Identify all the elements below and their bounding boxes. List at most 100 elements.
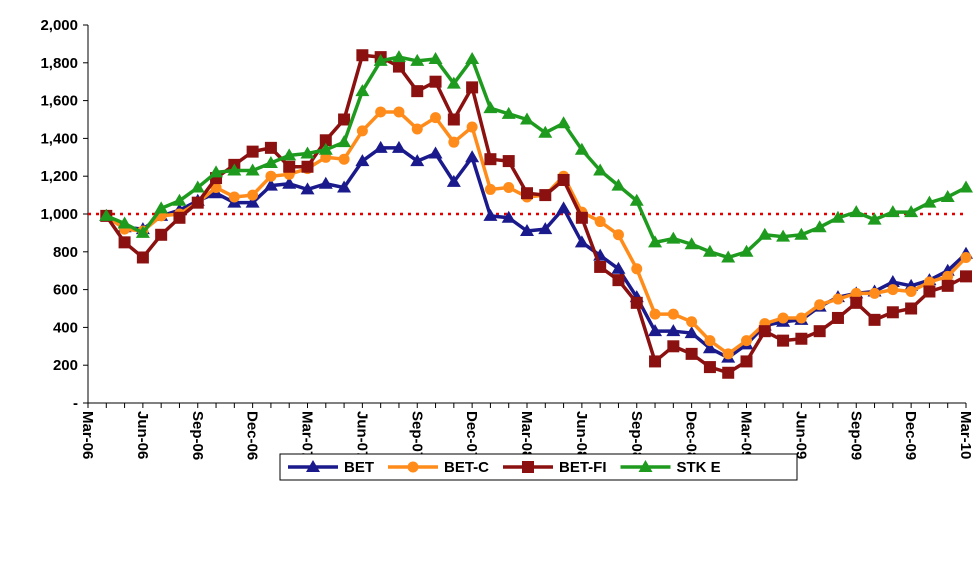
marker bbox=[923, 285, 936, 298]
marker bbox=[631, 263, 643, 275]
marker bbox=[446, 76, 461, 89]
marker bbox=[429, 75, 442, 88]
marker bbox=[538, 125, 553, 138]
marker bbox=[795, 332, 808, 345]
marker bbox=[849, 205, 864, 218]
series-line bbox=[105, 146, 968, 360]
marker bbox=[850, 296, 863, 309]
marker bbox=[337, 180, 352, 193]
marker bbox=[684, 237, 699, 250]
marker bbox=[667, 340, 680, 353]
marker bbox=[638, 460, 653, 472]
marker bbox=[960, 270, 972, 283]
marker bbox=[356, 49, 369, 62]
x-tick-label: Mar-06 bbox=[79, 411, 96, 459]
marker bbox=[629, 193, 644, 206]
marker bbox=[831, 311, 844, 324]
marker bbox=[814, 299, 826, 311]
marker bbox=[868, 313, 881, 326]
marker bbox=[319, 134, 332, 147]
marker bbox=[905, 302, 918, 315]
marker bbox=[228, 191, 240, 203]
marker bbox=[283, 160, 296, 173]
y-tick-label: 1,400 bbox=[40, 130, 78, 147]
x-tick-label: Jun-08 bbox=[573, 411, 590, 459]
marker bbox=[648, 324, 663, 337]
marker bbox=[867, 212, 882, 225]
series-line bbox=[105, 55, 967, 260]
marker bbox=[411, 123, 423, 135]
legend-label: BET bbox=[344, 459, 374, 476]
marker bbox=[794, 227, 809, 240]
x-tick-label: Mar-09 bbox=[738, 411, 755, 459]
x-tick-label: Sep-09 bbox=[847, 411, 864, 460]
marker bbox=[407, 461, 419, 473]
marker bbox=[191, 196, 204, 209]
marker bbox=[282, 148, 297, 161]
marker bbox=[501, 106, 516, 119]
marker bbox=[99, 208, 114, 221]
marker bbox=[942, 270, 954, 282]
marker bbox=[210, 182, 222, 194]
marker bbox=[227, 163, 242, 176]
marker bbox=[338, 153, 350, 165]
x-tick-label: Mar-10 bbox=[957, 411, 974, 459]
marker bbox=[740, 355, 753, 368]
marker bbox=[391, 50, 406, 63]
legend-label: BET-FI bbox=[559, 459, 607, 476]
series bbox=[99, 50, 973, 263]
marker bbox=[246, 145, 259, 158]
y-tick-label: 600 bbox=[53, 282, 78, 299]
marker bbox=[905, 285, 917, 297]
marker bbox=[155, 228, 168, 241]
marker bbox=[812, 220, 827, 233]
y-tick-label: 1,600 bbox=[40, 93, 78, 110]
marker bbox=[428, 52, 443, 65]
marker bbox=[520, 112, 534, 125]
marker bbox=[556, 116, 571, 129]
marker bbox=[446, 174, 461, 187]
x-tick-label: Mar-07 bbox=[299, 411, 316, 459]
x-tick-label: Dec-06 bbox=[244, 411, 261, 460]
marker bbox=[611, 178, 626, 191]
marker bbox=[484, 153, 497, 166]
marker bbox=[520, 224, 534, 237]
marker bbox=[777, 312, 789, 324]
marker bbox=[447, 113, 460, 126]
y-tick-label: 400 bbox=[53, 319, 78, 336]
marker bbox=[722, 366, 735, 379]
y-tick-label: - bbox=[73, 395, 78, 412]
marker bbox=[391, 140, 406, 153]
marker bbox=[885, 275, 900, 288]
marker bbox=[575, 211, 588, 224]
marker bbox=[410, 53, 425, 66]
marker bbox=[502, 155, 515, 168]
marker bbox=[685, 347, 698, 360]
legend-box bbox=[279, 453, 798, 481]
marker bbox=[886, 306, 899, 319]
marker bbox=[795, 312, 807, 324]
marker bbox=[594, 260, 607, 273]
marker bbox=[959, 180, 973, 193]
series bbox=[100, 49, 972, 379]
marker bbox=[666, 324, 681, 337]
marker bbox=[430, 112, 442, 124]
marker bbox=[410, 154, 425, 167]
marker bbox=[521, 187, 533, 200]
marker bbox=[209, 165, 224, 178]
marker bbox=[594, 216, 606, 228]
y-tick-label: 1,200 bbox=[40, 168, 78, 185]
marker bbox=[758, 325, 771, 338]
marker bbox=[887, 284, 899, 296]
marker bbox=[612, 229, 624, 241]
marker bbox=[466, 81, 479, 94]
x-tick-label: Sep-08 bbox=[628, 411, 645, 460]
marker bbox=[117, 216, 132, 229]
marker bbox=[522, 461, 534, 473]
marker bbox=[869, 287, 881, 299]
marker bbox=[338, 113, 351, 126]
marker bbox=[355, 84, 370, 97]
marker bbox=[702, 244, 717, 257]
x-tick-label: Jun-07 bbox=[353, 411, 370, 459]
marker bbox=[684, 326, 699, 339]
